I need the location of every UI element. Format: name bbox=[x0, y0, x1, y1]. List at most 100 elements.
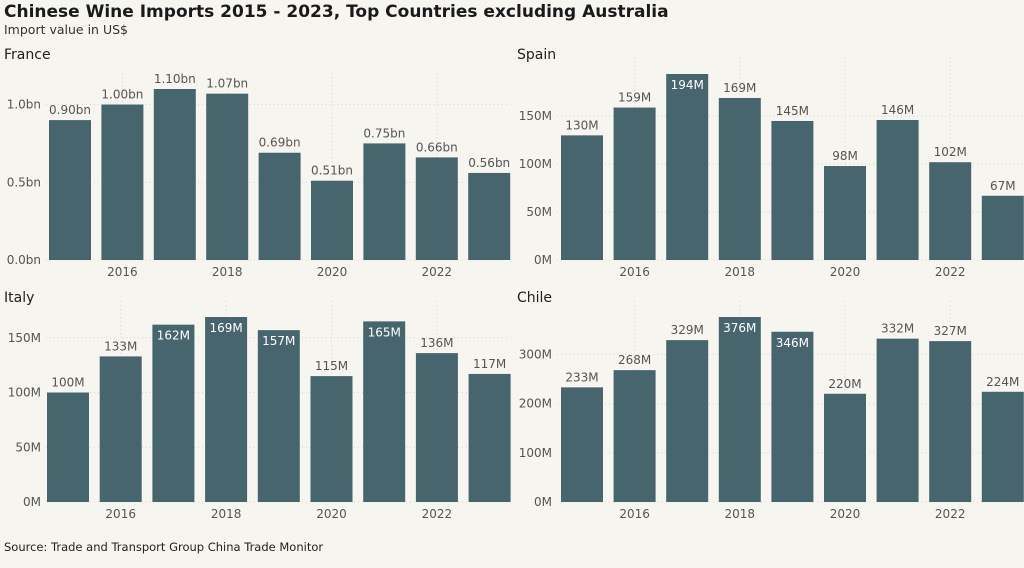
value-label: 146M bbox=[881, 103, 914, 117]
value-label: 130M bbox=[565, 118, 598, 132]
x-tick-label: 2022 bbox=[935, 507, 966, 521]
source-note: Source: Trade and Transport Group China … bbox=[4, 540, 324, 554]
bar-2023 bbox=[981, 391, 1024, 502]
value-label: 0.69bn bbox=[259, 136, 301, 150]
value-label: 1.07bn bbox=[206, 77, 248, 91]
value-label: 117M bbox=[473, 357, 506, 371]
value-label: 159M bbox=[618, 91, 651, 105]
bar-2020 bbox=[311, 180, 353, 260]
y-tick-label: 150M bbox=[8, 331, 41, 345]
panel-title: Chile bbox=[517, 290, 552, 306]
panel-chile: Chile 0M 100M 200M 300M 233M 268M 329M 376M 346M 2… bbox=[517, 290, 1024, 521]
value-label: 220M bbox=[828, 377, 861, 391]
bar-2016 bbox=[613, 370, 656, 502]
bar-2018 bbox=[718, 97, 761, 260]
y-tick-label: 100M bbox=[519, 446, 552, 460]
bar-2019 bbox=[771, 331, 814, 502]
value-label: 1.00bn bbox=[101, 88, 143, 102]
x-tick-label: 2016 bbox=[619, 265, 650, 279]
value-label: 162M bbox=[157, 329, 190, 343]
bar-2021 bbox=[363, 321, 406, 502]
bar-2022 bbox=[929, 341, 972, 502]
x-tick-label: 2018 bbox=[212, 265, 243, 279]
value-label: 67M bbox=[990, 179, 1016, 193]
x-tick-label: 2018 bbox=[725, 265, 756, 279]
bar-2023 bbox=[468, 373, 511, 502]
bar-2023 bbox=[981, 195, 1024, 260]
x-tick-label: 2018 bbox=[211, 507, 242, 521]
panel-title: Italy bbox=[4, 290, 34, 306]
bar-2022 bbox=[415, 157, 458, 260]
bar-2016 bbox=[613, 107, 656, 260]
bar-2022 bbox=[929, 162, 972, 260]
x-tick-label: 2018 bbox=[725, 507, 756, 521]
value-label: 224M bbox=[986, 375, 1019, 389]
bar-2019 bbox=[771, 120, 814, 261]
chart-subtitle: Import value in US$ bbox=[4, 22, 128, 37]
value-label: 0.66bn bbox=[416, 140, 458, 154]
value-label: 332M bbox=[881, 322, 914, 336]
x-tick-label: 2016 bbox=[107, 265, 138, 279]
x-tick-label: 2016 bbox=[105, 507, 136, 521]
bar-2016 bbox=[101, 104, 144, 260]
value-label: 98M bbox=[832, 149, 858, 163]
panel-title: Spain bbox=[517, 47, 556, 63]
value-label: 327M bbox=[934, 324, 967, 338]
x-tick-label: 2020 bbox=[316, 507, 347, 521]
bar-2021 bbox=[876, 338, 919, 502]
y-tick-label: 1.0bn bbox=[7, 98, 41, 112]
y-tick-label: 0M bbox=[534, 253, 552, 267]
bar-2021 bbox=[876, 120, 919, 260]
bar-2015 bbox=[561, 135, 603, 260]
x-tick-label: 2022 bbox=[422, 507, 453, 521]
y-tick-label: 150M bbox=[519, 109, 552, 123]
bar-2017 bbox=[666, 74, 709, 260]
x-tick-label: 2020 bbox=[830, 265, 861, 279]
x-tick-label: 2020 bbox=[830, 507, 861, 521]
bar-2019 bbox=[258, 152, 301, 260]
bar-2022 bbox=[415, 353, 458, 502]
value-label: 329M bbox=[671, 323, 704, 337]
x-tick-label: 2016 bbox=[619, 507, 650, 521]
x-tick-label: 2022 bbox=[422, 265, 453, 279]
value-label: 0.90bn bbox=[49, 103, 91, 117]
bar-2018 bbox=[205, 317, 248, 502]
panel-france: France 0.0bn 0.5bn 1.0bn 0.90bn 1.00bn 1.10bn 1… bbox=[4, 47, 511, 279]
bar-2016 bbox=[99, 356, 142, 502]
value-label: 169M bbox=[723, 81, 756, 95]
bar-2018 bbox=[206, 93, 249, 260]
y-tick-label: 300M bbox=[519, 347, 552, 361]
value-label: 376M bbox=[723, 321, 756, 335]
value-label: 169M bbox=[209, 321, 242, 335]
x-tick-label: 2022 bbox=[935, 265, 966, 279]
value-label: 0.56bn bbox=[468, 156, 510, 170]
bar-2015 bbox=[561, 387, 603, 502]
value-label: 268M bbox=[618, 353, 651, 367]
bar-2020 bbox=[824, 166, 866, 260]
bar-2023 bbox=[468, 172, 511, 260]
bar-2020 bbox=[310, 376, 353, 502]
value-label: 1.10bn bbox=[154, 72, 196, 86]
y-tick-label: 0.5bn bbox=[7, 175, 41, 189]
bar-2021 bbox=[363, 143, 406, 260]
value-label: 0.51bn bbox=[311, 164, 353, 178]
value-label: 145M bbox=[776, 104, 809, 118]
value-label: 0.75bn bbox=[363, 126, 405, 140]
value-label: 133M bbox=[104, 339, 137, 353]
bar-2017 bbox=[153, 89, 196, 260]
value-label: 157M bbox=[262, 334, 295, 348]
y-tick-label: 200M bbox=[519, 397, 552, 411]
value-label: 194M bbox=[671, 78, 704, 92]
y-tick-label: 0M bbox=[534, 495, 552, 509]
y-tick-label: 0.0bn bbox=[7, 253, 41, 267]
bar-2015 bbox=[47, 392, 89, 502]
bar-2018 bbox=[718, 317, 761, 502]
bar-2020 bbox=[824, 393, 866, 502]
value-label: 115M bbox=[315, 359, 348, 373]
panel-italy: Italy 0M 50M 100M 150M 100M 133M 162M 169M 157M 11… bbox=[4, 290, 511, 521]
bar-2017 bbox=[152, 324, 195, 502]
chart-title: Chinese Wine Imports 2015 - 2023, Top Co… bbox=[4, 2, 669, 22]
value-label: 102M bbox=[934, 145, 967, 159]
value-label: 233M bbox=[565, 370, 598, 384]
